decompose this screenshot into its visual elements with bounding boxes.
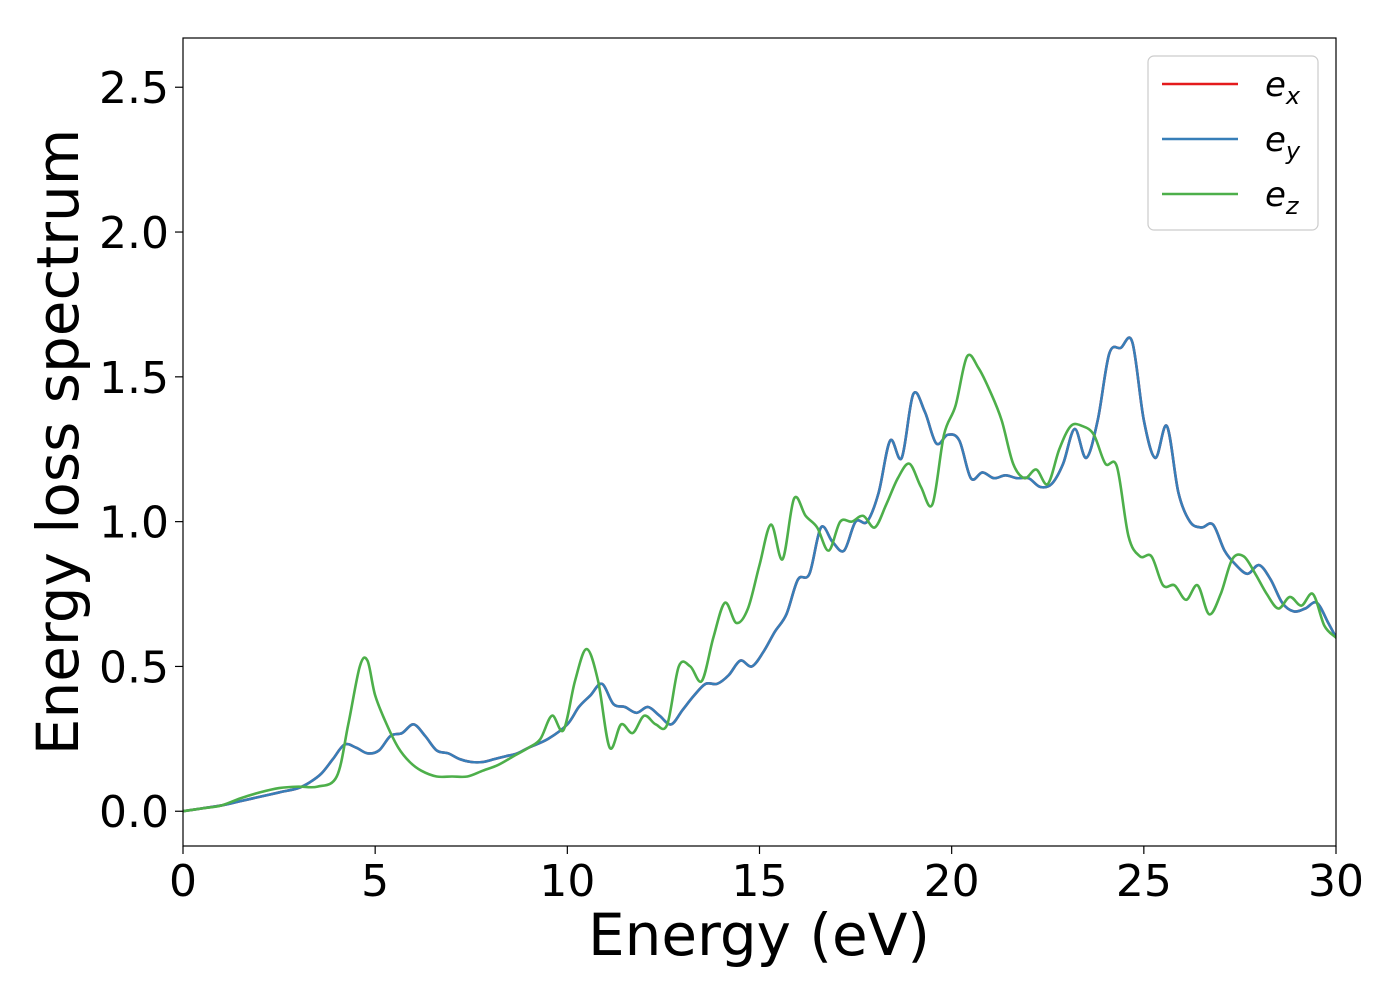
x-tick-label: 25	[1116, 856, 1172, 907]
x-tick-label: 10	[539, 856, 595, 907]
x-tick-label: 30	[1308, 856, 1364, 907]
legend-label-ex: ex	[1265, 65, 1301, 110]
x-tick-label: 0	[169, 856, 197, 907]
legend-label-ez: ez	[1265, 175, 1300, 220]
legend-label-base: e	[1265, 120, 1286, 160]
plot-area	[183, 336, 1336, 813]
legend-label-subscript: z	[1285, 192, 1300, 220]
legend-label-subscript: x	[1285, 82, 1301, 110]
series-line-ey	[183, 336, 1336, 813]
series-line-ez	[183, 353, 1336, 813]
x-axis-label: Energy (eV)	[588, 901, 930, 969]
x-tick-label: 15	[732, 856, 788, 907]
y-axis: 0.0 0.5 1.0 1.5 2.0 2.5	[99, 63, 183, 838]
y-tick-label: 0.5	[99, 642, 169, 693]
legend-label-ey: ey	[1265, 120, 1301, 165]
y-axis-label: Energy loss spectrum	[24, 129, 92, 755]
legend-box	[1147, 55, 1319, 231]
y-tick-label: 2.0	[99, 208, 169, 259]
y-tick-label: 1.5	[99, 353, 169, 404]
x-tick-label: 5	[361, 856, 389, 907]
y-tick-label: 1.0	[99, 498, 169, 549]
x-axis: 0 5 10 15 20 25 30	[169, 846, 1364, 907]
x-tick-label: 20	[924, 856, 980, 907]
legend-label-subscript: y	[1285, 137, 1301, 165]
legend-label-base: e	[1265, 65, 1286, 105]
legend-label-base: e	[1265, 175, 1286, 215]
y-tick-label: 2.5	[99, 63, 169, 114]
y-tick-label: 0.0	[99, 787, 169, 838]
